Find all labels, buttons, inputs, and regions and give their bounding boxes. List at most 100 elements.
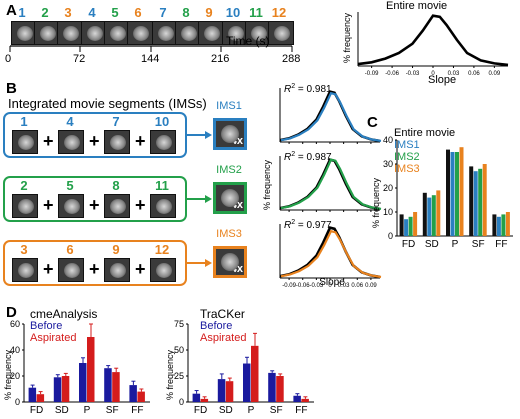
ims-segment-thumbnail bbox=[150, 130, 176, 154]
ims-segment-number: 3 bbox=[20, 242, 28, 257]
segment-number: 11 bbox=[249, 5, 263, 20]
inset-xlabel: Slope bbox=[428, 74, 457, 86]
plus-sign: + bbox=[89, 131, 100, 151]
ims-segment-thumbnail bbox=[150, 194, 176, 218]
category-label: SF bbox=[106, 405, 119, 416]
bar bbox=[427, 197, 432, 236]
segment-number: 6 bbox=[134, 5, 142, 20]
x-tick-label: -0.03 bbox=[406, 71, 420, 77]
timeline-axis bbox=[9, 45, 293, 52]
segment-number: 1 bbox=[18, 5, 26, 20]
legend-ims1: IMS1 bbox=[394, 139, 420, 151]
d2-title: TraCKer bbox=[200, 307, 245, 321]
segment-number: 12 bbox=[271, 5, 287, 20]
ims-segment-number: 8 bbox=[112, 178, 120, 193]
bar bbox=[36, 394, 45, 402]
plus-sign: + bbox=[43, 131, 54, 151]
category-label: SF bbox=[270, 405, 283, 416]
bar bbox=[446, 149, 450, 236]
bar bbox=[28, 387, 37, 402]
segment-thumbnail bbox=[104, 21, 130, 45]
ims-label: IMS3 bbox=[216, 228, 242, 240]
r2-annotation: R2 = 0.987 bbox=[284, 151, 332, 163]
panel-b-histograms: R2 = 0.981 R2 = 0.987 -0.09 -0.06 -0.03 0 0.03… bbox=[279, 83, 382, 289]
x-tick-label: 0.06 bbox=[351, 283, 363, 289]
segment-number: 9 bbox=[205, 5, 213, 20]
x-tick-label: -0.09 bbox=[282, 283, 296, 289]
y-tick-label: 0 bbox=[388, 231, 393, 241]
category-label: P bbox=[84, 405, 91, 416]
bar bbox=[404, 219, 409, 236]
segment-thumbnail bbox=[175, 21, 201, 45]
ims-segment-thumbnail bbox=[104, 194, 130, 218]
segment-thumbnail bbox=[152, 21, 178, 45]
bar bbox=[422, 192, 427, 236]
plus-sign: + bbox=[43, 259, 54, 279]
segment-number: 2 bbox=[41, 5, 49, 20]
ims-segment-number: 7 bbox=[112, 114, 120, 129]
ims-integrated-thumbnail: 4x bbox=[213, 246, 247, 278]
legend-entire: Entire movie bbox=[394, 127, 456, 139]
category-label: FD bbox=[402, 239, 415, 250]
panel-c-legend: Entire movie IMS1 IMS2 IMS3 bbox=[394, 127, 455, 175]
ims-segment-number: 11 bbox=[155, 178, 169, 193]
x-tick-label: 0.06 bbox=[468, 71, 480, 77]
panel-d-cmeanalysis-chart: 0 20 40 60 FD SD P SF FF bbox=[10, 319, 150, 416]
bar bbox=[104, 368, 112, 402]
time-axis-label: Time (s) bbox=[226, 34, 270, 48]
histogram-line bbox=[357, 14, 509, 67]
y-tick-label: 30 bbox=[383, 159, 393, 169]
d1-legend-aspirated: Aspirated bbox=[30, 332, 77, 344]
segment-thumbnail bbox=[11, 21, 37, 45]
x-tick-label: -0.03 bbox=[310, 283, 324, 289]
ims-segment-thumbnail bbox=[104, 130, 130, 154]
x-tick-label: -0.06 bbox=[385, 71, 399, 77]
ims-segment-thumbnail bbox=[12, 130, 38, 154]
ims-segment-thumbnail bbox=[58, 258, 84, 282]
category-label: FF bbox=[495, 239, 507, 250]
ims-arrowhead bbox=[205, 131, 212, 139]
x-tick-label: 0.03 bbox=[448, 71, 460, 77]
plus-sign: + bbox=[135, 259, 146, 279]
time-tick: 0 bbox=[5, 53, 12, 65]
plus-sign: + bbox=[43, 195, 54, 215]
bar bbox=[53, 377, 62, 402]
panel-a-label: A bbox=[6, 2, 17, 19]
bar bbox=[87, 337, 95, 402]
y-tick-label: 75 bbox=[174, 319, 184, 329]
segment-number: 10 bbox=[225, 5, 241, 20]
ims-segment-number: 12 bbox=[154, 242, 170, 257]
segment-number: 8 bbox=[182, 5, 190, 20]
segment-thumbnail bbox=[198, 21, 224, 45]
bar bbox=[243, 363, 251, 402]
plus-sign: + bbox=[135, 131, 146, 151]
x-tick-label: 0.09 bbox=[489, 71, 501, 77]
legend-ims2: IMS2 bbox=[394, 151, 420, 163]
bar bbox=[469, 166, 474, 236]
segment-number: 7 bbox=[159, 5, 167, 20]
x-tick-label: -0.09 bbox=[365, 71, 379, 77]
segment-thumbnail bbox=[127, 21, 153, 45]
bar bbox=[496, 216, 501, 236]
panel-a-histogram: -0.09 -0.06 -0.03 0 0.03 0.06 0.09 bbox=[357, 12, 509, 77]
d1-legend-before: Before bbox=[30, 320, 63, 332]
bar bbox=[79, 363, 87, 402]
bar bbox=[413, 212, 418, 236]
y-tick-label: 10 bbox=[383, 207, 393, 217]
ims-segment-number: 1 bbox=[20, 114, 28, 129]
x-tick-label: 0.03 bbox=[338, 283, 350, 289]
time-tick: 72 bbox=[73, 53, 86, 65]
bar bbox=[505, 212, 510, 236]
time-tick: 288 bbox=[282, 53, 301, 65]
ims-segment-thumbnail bbox=[12, 258, 38, 282]
ims-row-box bbox=[3, 112, 187, 158]
d1-legend: Before Aspirated bbox=[30, 320, 76, 344]
b-hist-xlabel: Slope bbox=[319, 277, 345, 288]
bar bbox=[399, 214, 404, 236]
x-tick-label: 0.09 bbox=[365, 283, 377, 289]
d2-legend-before: Before bbox=[200, 320, 233, 332]
bar bbox=[301, 398, 309, 402]
ims-histogram-line bbox=[280, 91, 382, 142]
legend-ims3: IMS3 bbox=[394, 163, 420, 175]
category-label: SD bbox=[219, 405, 233, 416]
